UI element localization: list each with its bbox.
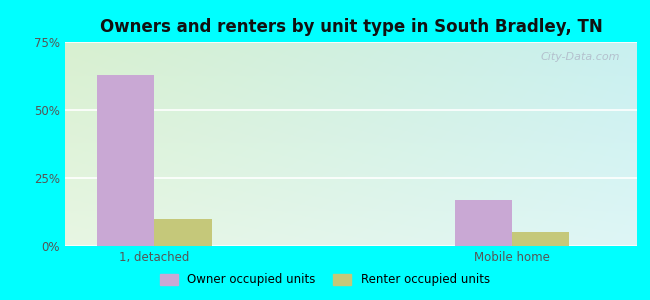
- Bar: [155, 219, 211, 246]
- Text: City-Data.com: City-Data.com: [540, 52, 620, 62]
- Bar: [98, 75, 155, 246]
- Title: Owners and renters by unit type in South Bradley, TN: Owners and renters by unit type in South…: [99, 18, 603, 36]
- Bar: [454, 200, 512, 246]
- Legend: Owner occupied units, Renter occupied units: Owner occupied units, Renter occupied un…: [155, 269, 495, 291]
- Bar: [512, 232, 569, 246]
